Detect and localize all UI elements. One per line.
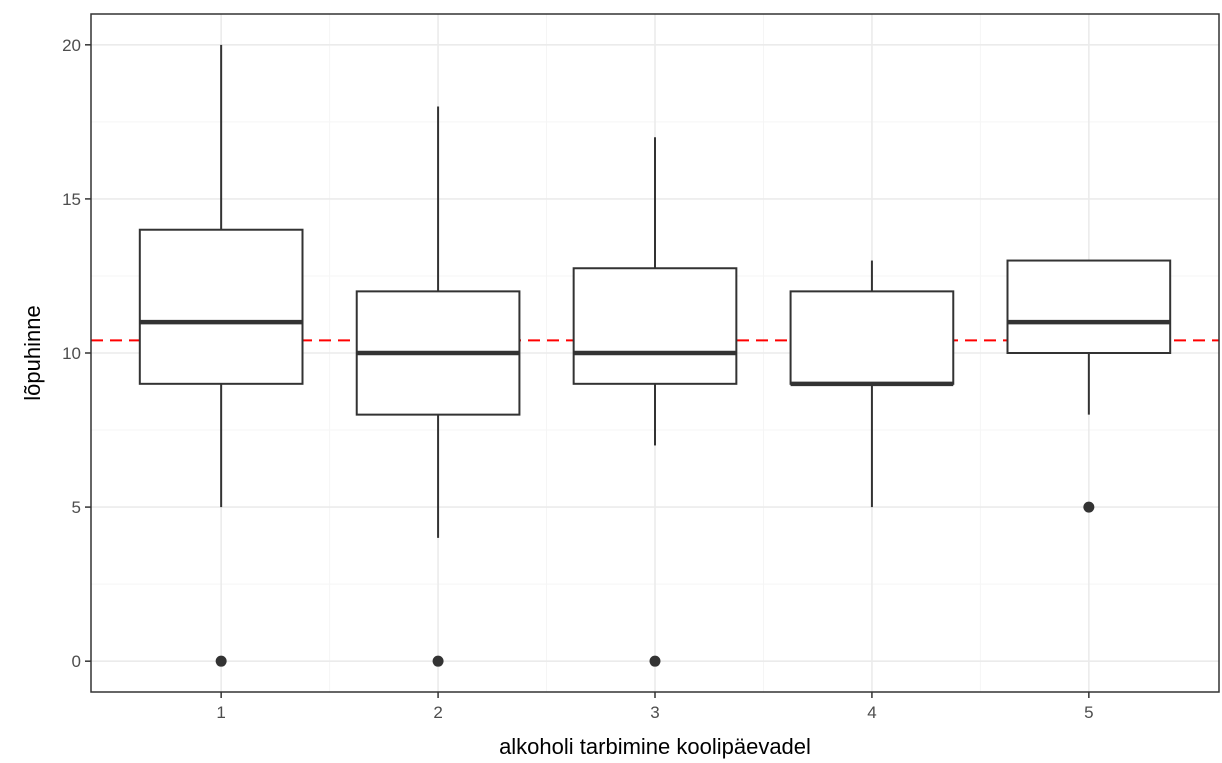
box-5 — [1006, 259, 1172, 513]
box-4 — [789, 260, 955, 508]
outlier-point — [432, 655, 444, 667]
y-axis-ticks: 0 5 10 15 20 — [62, 36, 91, 671]
y-tick-label: 15 — [62, 190, 81, 209]
box-2 — [355, 106, 521, 667]
outlier-point — [215, 655, 227, 667]
y-tick-label: 0 — [72, 652, 81, 671]
box-iqr — [789, 290, 955, 385]
x-axis-ticks: 1 2 3 4 5 — [216, 692, 1094, 722]
box-iqr — [1006, 259, 1172, 354]
outlier-point — [649, 655, 661, 667]
box-1 — [138, 44, 304, 667]
box-iqr — [572, 267, 738, 385]
x-tick-label: 1 — [216, 703, 225, 722]
x-tick-label: 2 — [433, 703, 442, 722]
x-tick-label: 3 — [650, 703, 659, 722]
x-tick-label: 4 — [867, 703, 876, 722]
box-iqr — [138, 228, 304, 385]
box-3 — [572, 137, 738, 667]
y-tick-label: 5 — [72, 498, 81, 517]
y-tick-label: 10 — [62, 344, 81, 363]
outlier-point — [1083, 501, 1095, 513]
x-axis-title: alkoholi tarbimine koolipäevadel — [499, 734, 811, 759]
x-tick-label: 5 — [1084, 703, 1093, 722]
y-tick-label: 20 — [62, 36, 81, 55]
boxes-group — [138, 44, 1172, 667]
y-axis-title: lõpuhinne — [20, 305, 45, 400]
